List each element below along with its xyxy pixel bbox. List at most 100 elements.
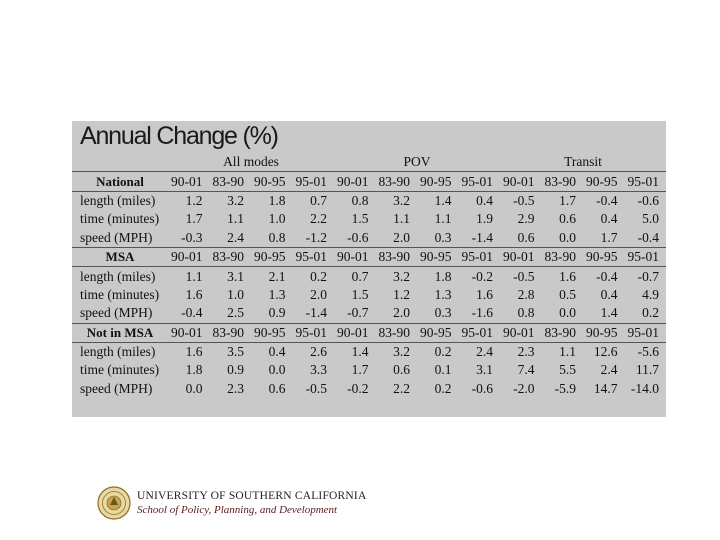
period-header: 90-95 — [251, 322, 293, 343]
table-cell: 0.4 — [476, 192, 493, 208]
period-header: 95-01 — [624, 322, 666, 343]
period-header: 95-01 — [292, 246, 334, 268]
table-cell: 2.0 — [310, 286, 327, 302]
table-cell: 1.3 — [268, 286, 286, 302]
table-cell: 1.8 — [434, 268, 452, 284]
table-cell: 0.4 — [268, 344, 286, 360]
period-header: 83-90 — [209, 246, 251, 268]
table-cell: -1.6 — [471, 305, 493, 321]
row-label: length (miles) — [80, 268, 156, 284]
table-cell: 2.4 — [600, 362, 618, 378]
slide-title: Annual Change (%) — [80, 122, 279, 150]
table-cell: -1.4 — [471, 229, 493, 245]
table-cell: 3.5 — [227, 344, 244, 360]
table-row: length (miles) 1.2 3.2 1.8 0.7 0.8 3.2 1.4 0.4 -0… — [72, 191, 666, 210]
period-header: 90-95 — [583, 322, 625, 343]
table-cell: 2.0 — [393, 229, 410, 245]
table-cell: -0.4 — [596, 268, 618, 284]
period-header: 95-01 — [292, 322, 334, 343]
table-cell: -0.7 — [347, 305, 369, 321]
table-cell: -2.0 — [513, 380, 535, 396]
table-cell: -0.4 — [596, 192, 618, 208]
table-cell: 0.0 — [268, 362, 286, 378]
period-header: 90-01 — [500, 171, 542, 192]
row-label: time (minutes) — [80, 286, 160, 302]
table-cell: 1.4 — [434, 192, 452, 208]
table-cell: 2.4 — [227, 229, 244, 245]
row-label: time (minutes) — [80, 211, 160, 227]
section-header-row: MSA 90-01 83-90 90-95 95-01 90-01 83-90 90-95 95… — [72, 246, 666, 268]
table-cell: 1.2 — [185, 192, 203, 208]
period-header: 90-01 — [500, 322, 542, 343]
table-cell: 5.5 — [559, 362, 576, 378]
table-cell: 2.6 — [310, 344, 327, 360]
table-cell: 2.5 — [227, 305, 244, 321]
table-cell: -0.6 — [471, 380, 493, 396]
table-cell: 0.5 — [559, 286, 576, 302]
section-header-row: National 90-01 83-90 90-95 95-01 90-01 83-90 90… — [72, 171, 666, 192]
table-cell: 1.7 — [600, 229, 618, 245]
table-cell: 0.9 — [227, 362, 244, 378]
table-cell: 1.1 — [227, 211, 244, 227]
group-header-blank — [72, 153, 168, 172]
table-cell: -0.2 — [471, 268, 493, 284]
table-cell: -1.4 — [305, 305, 327, 321]
period-header: 90-95 — [583, 246, 625, 268]
table-cell: 3.1 — [476, 362, 493, 378]
table-row: speed (MPH) -0.3 2.4 0.8 -1.2 -0.6 2.0 0.3 -1.4 0… — [72, 229, 666, 248]
row-label: length (miles) — [80, 344, 156, 360]
table-cell: 3.2 — [393, 268, 410, 284]
annual-change-table: All modes POV Transit National 90-01 83-90 90-… — [72, 153, 666, 398]
table-cell: 1.0 — [227, 286, 244, 302]
table-cell: 14.7 — [593, 380, 618, 396]
table-row: speed (MPH) -0.4 2.5 0.9 -1.4 -0.7 2.0 0.3 -1.6 0… — [72, 304, 666, 323]
table-cell: 3.2 — [227, 192, 244, 208]
table-cell: 0.6 — [268, 380, 286, 396]
table-cell: 1.7 — [185, 211, 203, 227]
table-cell: 2.8 — [517, 286, 535, 302]
table-cell: 3.2 — [393, 344, 410, 360]
period-header: 83-90 — [375, 246, 417, 268]
period-header: 90-01 — [334, 322, 376, 343]
period-header: 95-01 — [624, 171, 666, 192]
table-row: speed (MPH) 0.0 2.3 0.6 -0.5 -0.2 2.2 0.2 -0.6 -2… — [72, 380, 666, 398]
period-header: 83-90 — [209, 322, 251, 343]
table-row: time (minutes) 1.7 1.1 1.0 2.2 1.5 1.1 1.1 1.9 2.… — [72, 210, 666, 228]
table-cell: 0.7 — [310, 192, 327, 208]
period-header: 90-01 — [334, 171, 376, 192]
table-cell: 2.2 — [393, 380, 410, 396]
table-cell: 3.1 — [227, 268, 244, 284]
period-header: 83-90 — [541, 322, 583, 343]
table-cell: 2.1 — [268, 268, 286, 284]
table-cell: -0.6 — [347, 229, 369, 245]
table-cell: 1.4 — [600, 305, 618, 321]
period-header: 83-90 — [375, 171, 417, 192]
table-cell: 11.7 — [635, 362, 659, 378]
row-label: length (miles) — [80, 192, 156, 208]
table-cell: -0.4 — [181, 305, 203, 321]
table-cell: 1.5 — [351, 286, 369, 302]
period-header: 83-90 — [541, 171, 583, 192]
table-cell: 0.8 — [351, 192, 369, 208]
table-cell: -5.6 — [637, 344, 659, 360]
table-cell: 0.3 — [434, 229, 452, 245]
table-cell: -14.0 — [630, 380, 659, 396]
period-header: 95-01 — [624, 246, 666, 268]
table-cell: 2.0 — [393, 305, 410, 321]
row-label: speed (MPH) — [80, 380, 153, 396]
group-header: POV — [334, 153, 500, 173]
period-header: 90-01 — [334, 246, 376, 268]
group-header-row: All modes POV Transit — [72, 153, 666, 173]
table-cell: 0.1 — [434, 362, 452, 378]
period-header: 90-95 — [251, 246, 293, 268]
table-cell: 3.3 — [310, 362, 327, 378]
table-cell: 1.1 — [559, 344, 576, 360]
table-row: time (minutes) 1.8 0.9 0.0 3.3 1.7 0.6 0.1 3.1 7.… — [72, 361, 666, 379]
table-cell: 1.6 — [559, 268, 576, 284]
period-header: 90-95 — [417, 171, 459, 192]
table-cell: 4.9 — [642, 286, 659, 302]
table-cell: 2.9 — [517, 211, 535, 227]
table-cell: 0.0 — [559, 305, 576, 321]
table-cell: 2.3 — [517, 344, 535, 360]
table-cell: -0.3 — [181, 229, 203, 245]
